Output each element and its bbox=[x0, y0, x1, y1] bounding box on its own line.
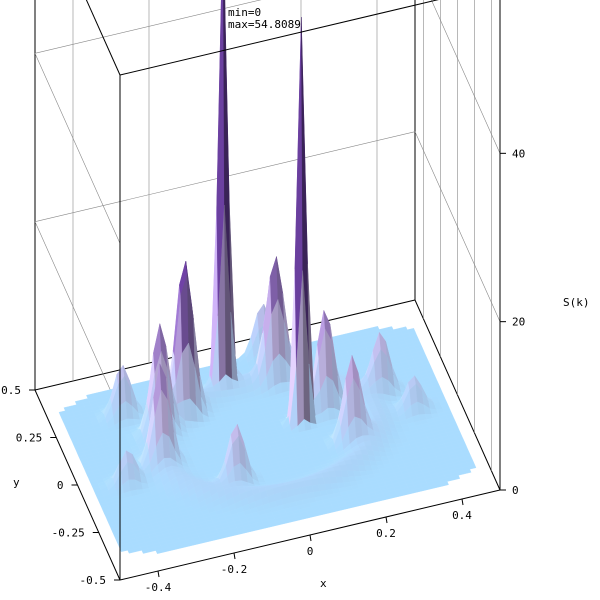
x-tick-mark bbox=[461, 498, 464, 506]
x-tick-mark bbox=[385, 516, 388, 524]
x-tick-label: 0.4 bbox=[452, 509, 472, 522]
surface-facet bbox=[440, 481, 449, 487]
grid-line bbox=[34, 53, 121, 244]
tick-labels: -0.4 -0.2 0 0.2 0.4 -0.5 -0.25 0 0.25 0.5 0 20 40 bbox=[1, 147, 525, 594]
x-tick-mark bbox=[309, 534, 312, 542]
header-max: max=54.8089 bbox=[228, 18, 301, 31]
z-axis-label: S(k) bbox=[563, 296, 590, 309]
x-tick-label: -0.2 bbox=[221, 563, 248, 576]
x-tick-label: 0 bbox=[307, 545, 314, 558]
grid-line bbox=[431, 0, 501, 154]
x-tick-mark bbox=[157, 570, 160, 578]
surface-facet bbox=[468, 464, 477, 470]
box-edge bbox=[85, 0, 121, 76]
x-tick-mark bbox=[233, 552, 236, 560]
y-axis-label: y bbox=[13, 476, 20, 489]
y-tick-label: 0 bbox=[57, 479, 64, 492]
y-tick-label: -0.5 bbox=[80, 574, 107, 587]
x-tick-label: -0.4 bbox=[145, 581, 172, 594]
y-tick-label: -0.25 bbox=[52, 527, 85, 540]
box-edge bbox=[119, 0, 439, 76]
surface bbox=[58, 0, 477, 554]
z-tick-label: 0 bbox=[512, 484, 519, 497]
z-tick-label: 40 bbox=[512, 147, 525, 160]
z-tick-label: 20 bbox=[512, 316, 525, 329]
grid-line bbox=[414, 131, 501, 322]
grid-line bbox=[34, 221, 121, 412]
x-tick-label: 0.2 bbox=[376, 527, 396, 540]
x-axis-label: x bbox=[320, 577, 327, 590]
surface-facet bbox=[451, 475, 461, 481]
y-tick-label: 0.5 bbox=[1, 384, 21, 397]
y-tick-label: 0.25 bbox=[16, 432, 43, 445]
surface-facet bbox=[463, 468, 472, 475]
header-min: min=0 bbox=[228, 6, 261, 19]
